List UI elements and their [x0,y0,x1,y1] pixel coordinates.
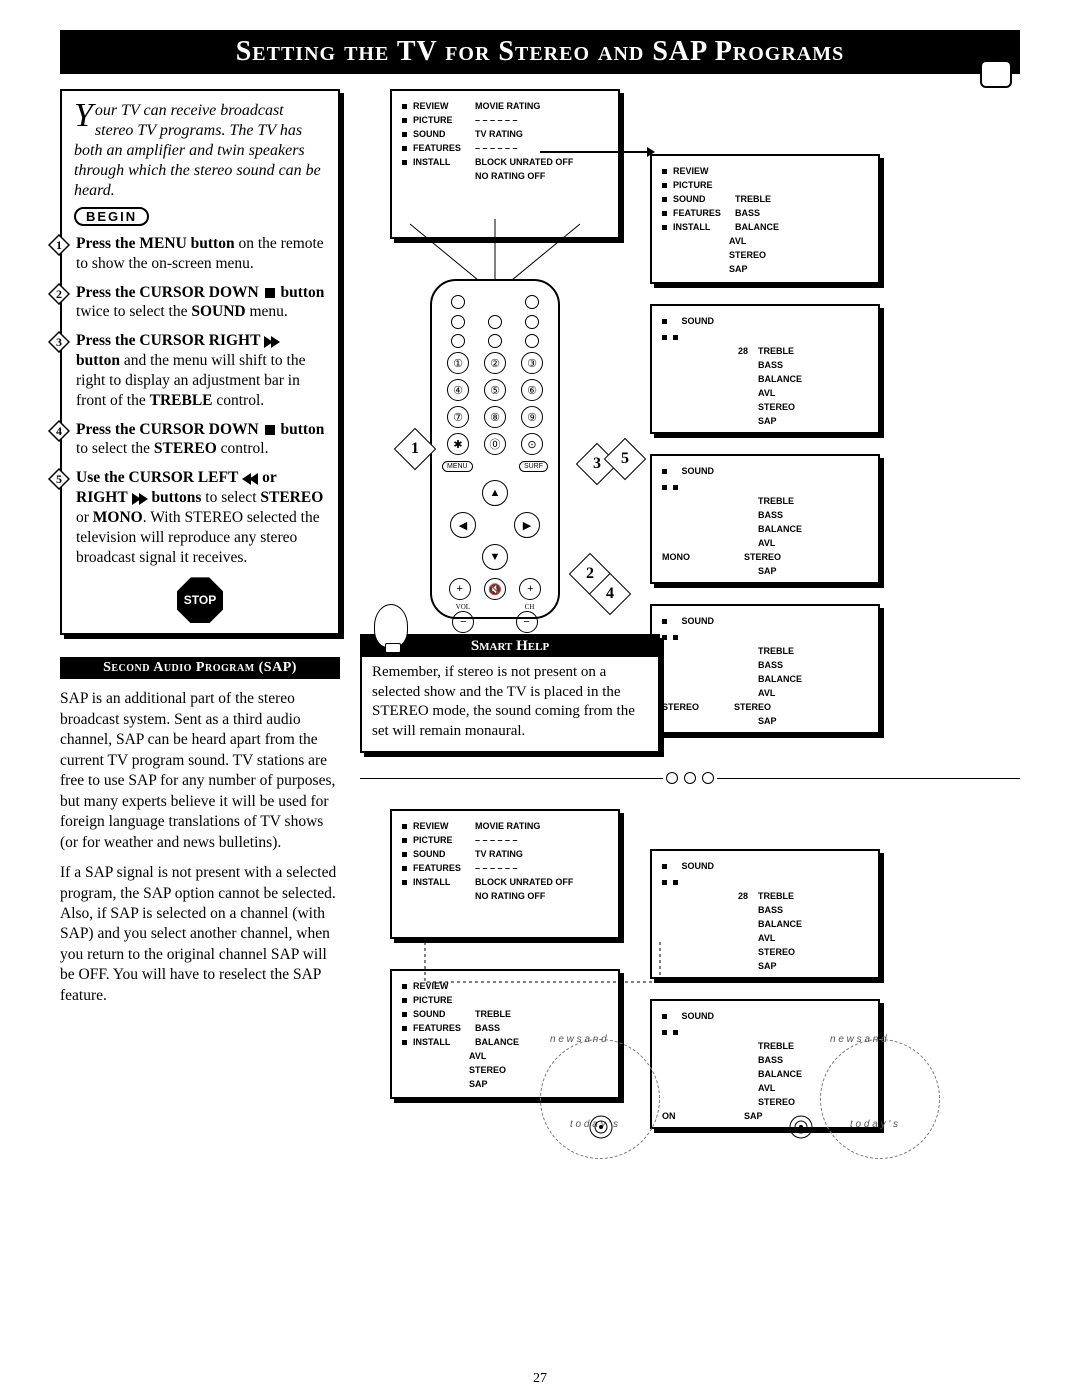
smart-help-text: Remember, if stereo is not present on a … [362,657,658,751]
callout-5: 5 [604,438,646,480]
smart-help-title: Smart Help [362,636,658,657]
remote-control: ①②③ ④⑤⑥ ⑦⑧⑨ ✱⓪⊙ MENU SURF ▲ ▼ ◀ ▶ +🔇+ [410,279,580,639]
sap-paragraph-1: SAP is an additional part of the stereo … [60,689,340,853]
right-column: REVIEWMOVIE RATING PICTURE– – – – – – SO… [360,89,1020,1016]
dotted-connector [420,937,670,1007]
step-2-bold: Press the CURSOR DOWN [76,284,259,301]
section-divider [360,769,1020,787]
smart-help-box: Smart Help Remember, if stereo is not pr… [360,634,660,753]
spin-ring-left [540,1039,660,1159]
menu-panel-sound-treble: SOUND 28TREBLE BASS BALANCE AVL STEREO S… [650,304,880,434]
target-left [588,1114,614,1140]
sap-diagram-area: REVIEWMOVIE RATING PICTURE– – – – – – SO… [360,809,1020,1209]
page-number: 27 [533,1371,547,1387]
dropcap: Y [74,101,93,132]
stop-badge [177,577,223,623]
step-3: 3 Press the CURSOR RIGHT button and the … [74,331,326,410]
arrow-to-submenu [540,151,650,153]
step-3-bold: Press the CURSOR RIGHT [76,332,260,349]
intro-box: Your TV can receive broadcast stereo TV … [60,89,340,635]
news-label-left: n e w s a n d [550,1034,607,1045]
spin-ring-right [820,1039,940,1159]
intro-body: our TV can receive broadcast stereo TV p… [74,102,321,199]
news-label-right: n e w s a n d [830,1034,887,1045]
menu-panel-main-top: REVIEWMOVIE RATING PICTURE– – – – – – SO… [390,89,620,239]
svg-text:4: 4 [56,424,62,438]
target-right [788,1114,814,1140]
sap-heading: Second Audio Program (SAP) [60,657,340,679]
lightbulb-icon [374,604,408,648]
svg-text:5: 5 [56,472,62,486]
menu-panel-sound-sub: REVIEW PICTURE SOUNDTREBLE FEATURESBASS … [650,154,880,284]
menu-panel-sound-final: SOUND TREBLE BASS BALANCE AVL STEREOSTER… [650,604,880,734]
step-1-bold: Press the MENU button [76,235,235,252]
content-area: Your TV can receive broadcast stereo TV … [60,89,1020,1016]
menu-panel-main-bottom: REVIEWMOVIE RATING PICTURE– – – – – – SO… [390,809,620,939]
step-4: 4 Press the CURSOR DOWN button to select… [74,420,326,460]
step-5: 5 Use the CURSOR LEFT or RIGHT buttons t… [74,468,326,567]
intro-text: Your TV can receive broadcast stereo TV … [74,101,326,201]
page-title: Setting the TV for Stereo and SAP Progra… [60,30,1020,74]
step-2: 2 Press the CURSOR DOWN button twice to … [74,283,326,323]
svg-text:3: 3 [56,335,62,349]
begin-label: BEGIN [74,207,149,226]
arrowhead-1 [647,147,655,157]
step-4-bold: Press the CURSOR DOWN [76,421,259,438]
today-label-right: t o d a y ' s [850,1119,898,1130]
menu-panel-sap-treble: SOUND 28TREBLE BASS BALANCE AVL STEREO S… [650,849,880,979]
sap-paragraph-2: If a SAP signal is not present with a se… [60,863,340,1006]
tv-icon [980,60,1012,88]
svg-text:1: 1 [56,238,62,252]
menu-panel-sound-stereo: SOUND TREBLE BASS BALANCE AVL MONOSTEREO… [650,454,880,584]
svg-text:2: 2 [56,287,62,301]
step-1: 1 Press the MENU button on the remote to… [74,234,326,274]
step-num-1: 1 [48,234,70,256]
left-column: Your TV can receive broadcast stereo TV … [60,89,340,1016]
